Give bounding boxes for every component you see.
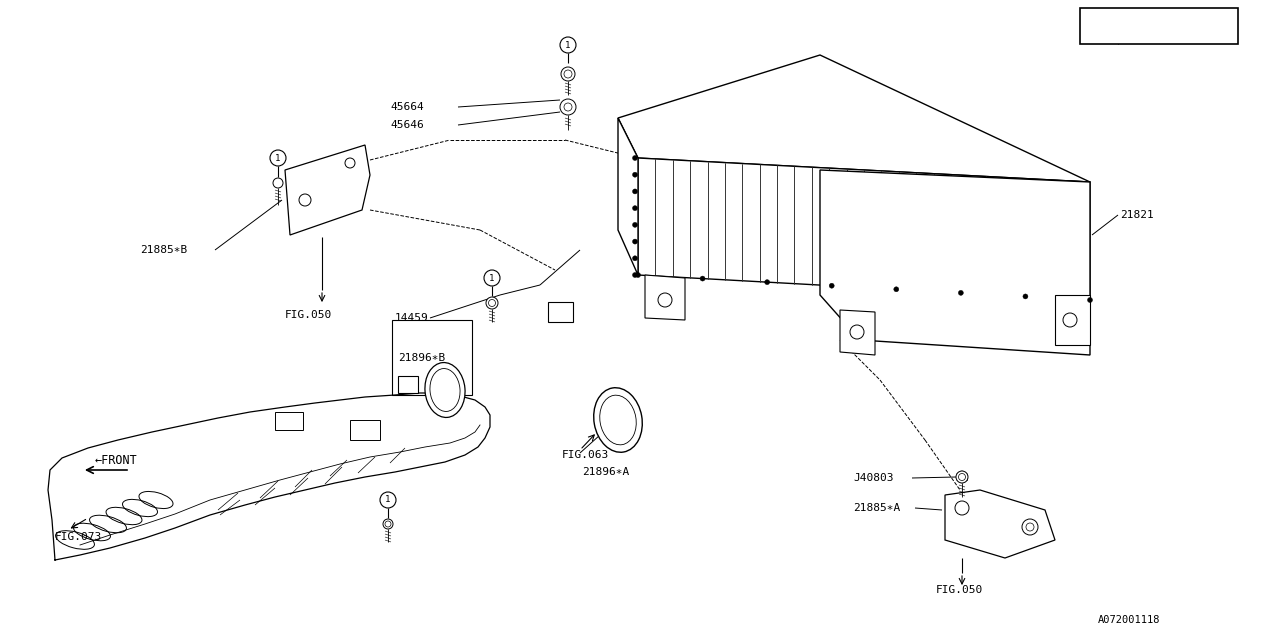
Circle shape	[270, 150, 285, 166]
Circle shape	[632, 189, 637, 194]
Circle shape	[632, 273, 637, 278]
Circle shape	[635, 273, 640, 278]
Polygon shape	[820, 170, 1091, 355]
Circle shape	[700, 276, 705, 281]
Text: 21896∗B: 21896∗B	[398, 353, 445, 363]
Text: 1: 1	[385, 495, 390, 504]
Text: FIG.050: FIG.050	[285, 310, 333, 320]
Polygon shape	[618, 55, 1091, 182]
Circle shape	[959, 291, 964, 295]
Bar	[548, 302, 573, 322]
Circle shape	[632, 239, 637, 244]
Circle shape	[632, 172, 637, 177]
Text: 45646: 45646	[390, 120, 424, 130]
Polygon shape	[840, 310, 876, 355]
Text: 45664: 45664	[390, 102, 424, 112]
Circle shape	[1088, 298, 1093, 303]
Text: FIG.050: FIG.050	[936, 585, 983, 595]
Circle shape	[383, 519, 393, 529]
Polygon shape	[645, 275, 685, 320]
Text: J40803: J40803	[852, 473, 893, 483]
Text: FIG.063: FIG.063	[562, 450, 609, 460]
Bar	[1080, 8, 1238, 44]
Circle shape	[486, 297, 498, 309]
Circle shape	[561, 37, 576, 53]
Polygon shape	[637, 158, 1091, 300]
Polygon shape	[618, 118, 637, 275]
Text: 1: 1	[1096, 22, 1102, 31]
Bar	[398, 376, 419, 393]
Text: 21885∗B: 21885∗B	[140, 245, 187, 255]
Text: A072001118: A072001118	[1098, 615, 1161, 625]
Text: A: A	[552, 310, 558, 320]
Circle shape	[561, 67, 575, 81]
Circle shape	[1023, 294, 1028, 299]
Text: 14459: 14459	[396, 313, 429, 323]
Circle shape	[484, 270, 500, 286]
Polygon shape	[945, 490, 1055, 558]
Text: 0101S: 0101S	[1123, 12, 1160, 24]
Circle shape	[956, 471, 968, 483]
Circle shape	[632, 156, 637, 161]
Circle shape	[380, 492, 396, 508]
Circle shape	[1091, 18, 1107, 34]
Text: FIG.073: FIG.073	[55, 532, 102, 542]
Circle shape	[764, 280, 769, 285]
Polygon shape	[285, 145, 370, 235]
Circle shape	[632, 205, 637, 211]
Text: A: A	[404, 382, 410, 392]
Circle shape	[632, 256, 637, 260]
Bar	[392, 320, 472, 395]
Circle shape	[893, 287, 899, 292]
Ellipse shape	[594, 388, 643, 452]
Circle shape	[273, 178, 283, 188]
Circle shape	[632, 222, 637, 227]
Text: 21821: 21821	[1120, 210, 1153, 220]
Text: 1: 1	[489, 273, 494, 282]
Bar	[349, 420, 380, 440]
Bar	[275, 412, 303, 430]
Text: 1: 1	[275, 154, 280, 163]
Text: 1: 1	[566, 40, 571, 49]
Circle shape	[829, 284, 835, 288]
Text: 21896∗A: 21896∗A	[582, 467, 630, 477]
Text: 21885∗A: 21885∗A	[852, 503, 900, 513]
Ellipse shape	[425, 362, 465, 417]
Polygon shape	[1055, 295, 1091, 345]
Circle shape	[561, 99, 576, 115]
Text: ←FRONT: ←FRONT	[95, 454, 138, 467]
